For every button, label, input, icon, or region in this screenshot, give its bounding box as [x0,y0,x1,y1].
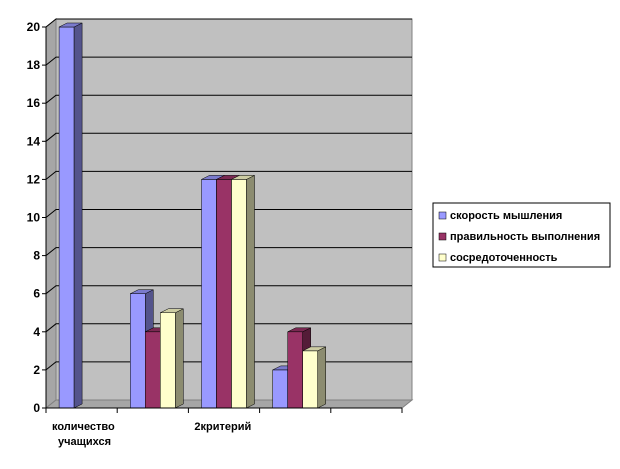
y-tick-label: 2 [33,363,40,377]
legend-entry: скорость мышления [438,210,562,222]
y-tick-label: 18 [27,58,41,72]
bar-side [246,174,255,409]
bar-top [160,308,184,313]
y-tick-label: 0 [33,401,40,415]
y-tick-label: 14 [27,134,41,148]
y-tick-label: 20 [27,20,41,34]
axes: 0 2 4 6 8 10 12 14 16 18 20 количество учащихся 2крит… [27,20,403,448]
legend-label: сосредоточенность [450,252,558,264]
bar-top [287,327,311,333]
bar-side [175,308,184,409]
legend-entry: сосредоточенность [438,252,558,264]
gridline [45,132,412,142]
y-tick-label: 8 [33,249,40,263]
gridline [45,247,412,256]
bar-side [73,22,83,409]
bar-front [216,179,232,409]
bar [58,22,83,409]
bar [302,346,326,409]
legend-entry: правильность выполнения [438,231,600,243]
gridline [45,94,412,104]
legend: скорость мышления правильность выполнения… [432,202,611,268]
x-tick-label: количество учащихся [52,421,115,448]
bar-front [145,331,161,409]
x-tick-label: 2критерий [194,421,251,433]
legend-swatch [438,232,447,241]
bars [58,22,326,409]
gridline [45,56,412,66]
legend-swatch [438,253,447,262]
y-tick-label: 16 [27,96,41,110]
gridline [45,323,412,333]
bar [160,308,184,409]
gridline [45,170,412,180]
bar-top [130,289,154,294]
y-tick-label: 6 [33,287,40,301]
bar-top [302,346,326,352]
legend-label: скорость мышления [450,210,562,222]
y-tick-label: 12 [27,172,41,186]
gridline [45,18,412,28]
bar-front [231,179,247,409]
bar-front [272,369,288,409]
bar-side [317,346,326,409]
bar-front [287,331,303,409]
y-tick-label: 10 [27,211,41,225]
bar-front [160,312,176,409]
y-tick-label: 4 [33,325,40,339]
bar-top [58,22,83,28]
bar-front [130,293,146,409]
legend-swatch [438,211,447,220]
bar-front [58,26,75,409]
bar [231,174,255,409]
legend-box [432,202,611,268]
legend-label: правильность выполнения [450,231,600,243]
gridline [45,285,412,295]
bar-front [201,179,217,409]
bar-front [302,350,318,409]
gridline [45,209,412,218]
bar-top [231,175,255,180]
